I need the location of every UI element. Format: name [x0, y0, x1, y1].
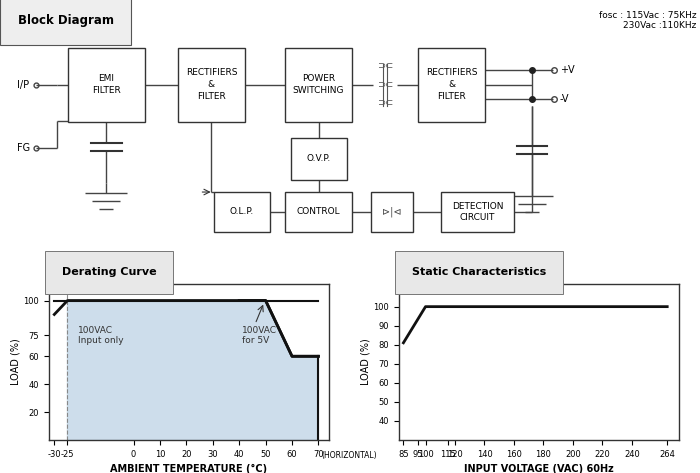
- Text: ⊃⊂: ⊃⊂: [377, 98, 393, 108]
- Text: ⊳|⊲: ⊳|⊲: [382, 207, 402, 217]
- Bar: [6, 13, 15, 28]
- Text: RECTIFIERS
&
FILTER: RECTIFIERS & FILTER: [426, 69, 477, 101]
- Text: FG: FG: [18, 143, 31, 153]
- Bar: [290, 138, 346, 180]
- Bar: [286, 48, 351, 122]
- X-axis label: INPUT VOLTAGE (VAC) 60Hz: INPUT VOLTAGE (VAC) 60Hz: [464, 464, 614, 473]
- Text: POWER
SWITCHING: POWER SWITCHING: [293, 74, 344, 95]
- Text: RECTIFIERS
&
FILTER: RECTIFIERS & FILTER: [186, 69, 237, 101]
- Text: DETECTION
CIRCUIT: DETECTION CIRCUIT: [452, 201, 503, 222]
- Text: O.L.P.: O.L.P.: [230, 207, 253, 217]
- Text: Block Diagram: Block Diagram: [18, 14, 113, 27]
- Text: ⊃⊂: ⊃⊂: [377, 80, 393, 90]
- Text: -V: -V: [560, 94, 570, 105]
- Bar: [371, 192, 413, 232]
- Text: ⊃⊂: ⊃⊂: [377, 61, 393, 71]
- Bar: [214, 192, 270, 232]
- Text: +V: +V: [560, 65, 575, 75]
- Bar: [441, 192, 514, 232]
- Text: 230VAC: 230VAC: [120, 286, 155, 295]
- Bar: [419, 48, 484, 122]
- Text: Derating Curve: Derating Curve: [62, 267, 156, 278]
- X-axis label: AMBIENT TEMPERATURE (°C): AMBIENT TEMPERATURE (°C): [111, 464, 267, 473]
- Text: I/P: I/P: [18, 80, 29, 90]
- Y-axis label: LOAD (%): LOAD (%): [360, 339, 371, 385]
- Text: 100VAC
Input only: 100VAC Input only: [78, 325, 124, 345]
- Text: (HORIZONTAL): (HORIZONTAL): [321, 451, 377, 460]
- Text: Static Characteristics: Static Characteristics: [412, 267, 546, 278]
- Polygon shape: [67, 300, 318, 440]
- Text: O.V.P.: O.V.P.: [307, 154, 330, 164]
- Bar: [178, 48, 245, 122]
- Y-axis label: LOAD (%): LOAD (%): [10, 339, 21, 385]
- Text: EMI
FILTER: EMI FILTER: [92, 74, 121, 95]
- Bar: [286, 192, 351, 232]
- Bar: [68, 48, 145, 122]
- Text: CONTROL: CONTROL: [297, 207, 340, 217]
- Text: fosc : 115Vac : 75KHz
230Vac :110KHz: fosc : 115Vac : 75KHz 230Vac :110KHz: [599, 10, 696, 30]
- Text: 100VAC
for 5V: 100VAC for 5V: [241, 325, 276, 345]
